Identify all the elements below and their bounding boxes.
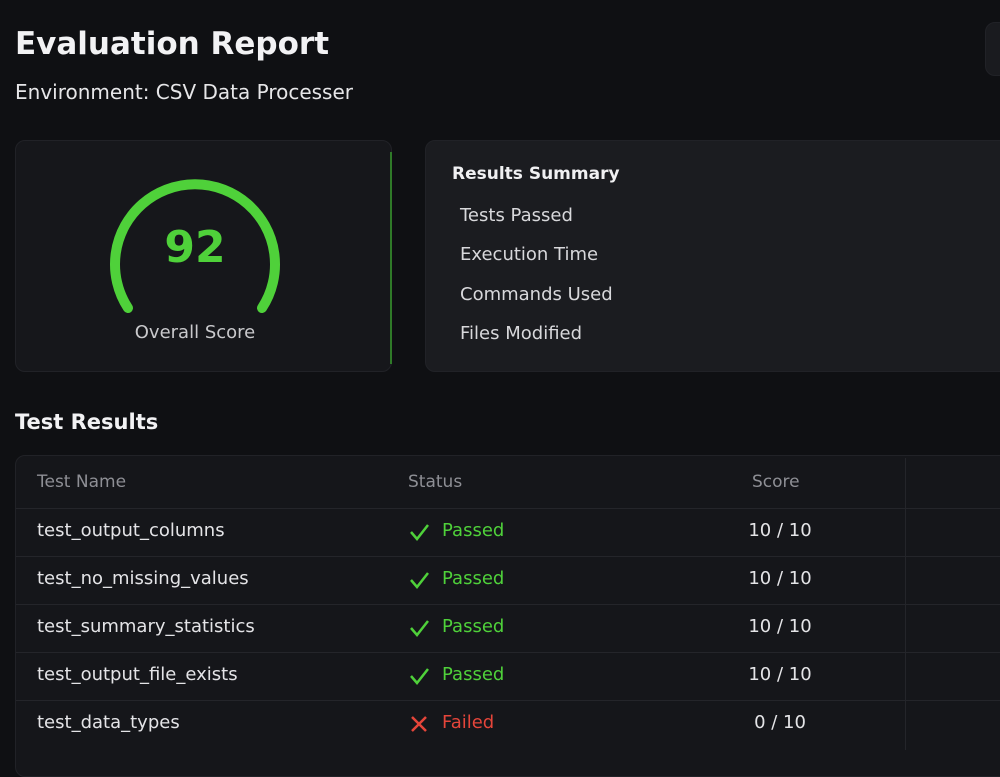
status: Passed <box>442 664 505 685</box>
status: Passed <box>442 616 505 637</box>
status: Failed <box>442 712 495 733</box>
status-icon <box>408 666 430 690</box>
test-name: test_summary_statistics <box>37 616 255 637</box>
section-title: Test Results <box>15 410 159 434</box>
row-divider <box>16 700 1000 701</box>
overall-score: 92 <box>164 222 226 273</box>
test-name: test_data_types <box>37 712 180 733</box>
status-icon <box>408 570 430 594</box>
column-header: Status <box>408 472 463 492</box>
score-card <box>15 140 392 372</box>
test-name: test_no_missing_values <box>37 568 249 589</box>
row-divider <box>16 652 1000 653</box>
row-divider <box>16 508 1000 509</box>
page-title: Evaluation Report <box>15 26 330 62</box>
status-icon <box>408 714 430 738</box>
status-icon <box>408 522 430 546</box>
summary-item: Files Modified <box>460 323 583 344</box>
gauge <box>110 179 280 313</box>
summary-item: Commands Used <box>460 284 613 305</box>
score: 10 / 10 <box>748 520 812 541</box>
summary-item: Execution Time <box>460 244 599 265</box>
summary-title: Results Summary <box>452 164 620 184</box>
status-icon <box>408 618 430 642</box>
row-divider <box>16 556 1000 557</box>
score: 10 / 10 <box>748 568 812 589</box>
gauge-arc <box>110 179 280 313</box>
column-header: Score <box>752 472 800 492</box>
summary-card <box>425 140 1000 372</box>
status: Passed <box>442 520 505 541</box>
score-label: Overall Score <box>134 322 256 343</box>
row-divider <box>16 604 1000 605</box>
column-header: Test Name <box>37 472 127 492</box>
score: 10 / 10 <box>748 664 812 685</box>
page: Evaluation Report Environment: CSV Data … <box>15 22 1000 777</box>
test-name: test_output_file_exists <box>37 664 238 685</box>
test-name: test_output_columns <box>37 520 225 541</box>
divider <box>390 152 392 364</box>
environment: Environment: CSV Data Processer <box>15 80 354 104</box>
corner-button[interactable] <box>985 22 1000 76</box>
score: 10 / 10 <box>748 616 812 637</box>
summary-item: Tests Passed <box>460 205 573 226</box>
status: Passed <box>442 568 505 589</box>
score: 0 / 10 <box>754 712 806 733</box>
